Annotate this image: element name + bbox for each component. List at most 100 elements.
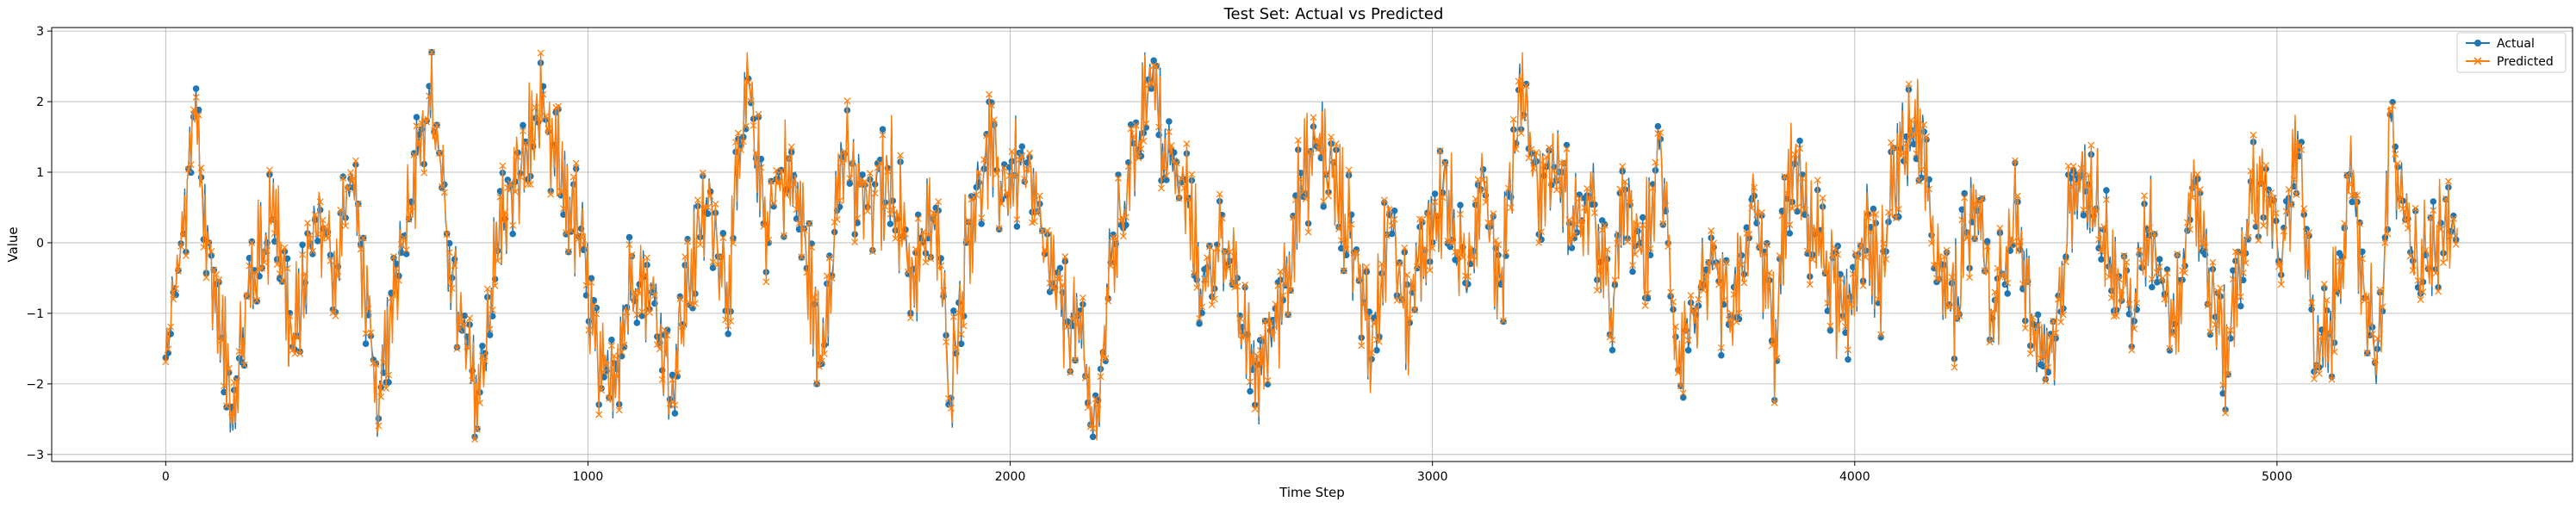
actual-point — [1640, 214, 1646, 221]
actual-point — [2044, 369, 2052, 376]
actual-point — [2004, 290, 2011, 297]
actual-point — [2080, 212, 2088, 219]
actual-point — [793, 215, 800, 222]
actual-point — [1148, 85, 1155, 92]
actual-point — [1431, 190, 1439, 197]
actual-point — [2166, 347, 2174, 354]
actual-point — [2237, 302, 2244, 310]
actual-point — [2149, 283, 2156, 291]
actual-point — [1373, 347, 1380, 354]
actual-point — [1563, 141, 1571, 149]
actual-point — [1338, 245, 1345, 252]
actual-point — [671, 410, 679, 417]
actual-point — [339, 173, 347, 180]
actual-point — [2103, 187, 2110, 194]
actual-point — [709, 264, 717, 271]
actual-point — [2098, 256, 2105, 263]
series-layer — [162, 48, 2460, 443]
actual-point — [937, 255, 944, 262]
actual-point — [167, 331, 174, 338]
actual-point — [1264, 381, 1272, 388]
actual-point — [192, 85, 200, 92]
actual-point — [1629, 268, 1636, 276]
actual-point — [770, 202, 777, 210]
actual-point — [2430, 198, 2437, 205]
actual-point — [413, 114, 420, 121]
actual-point — [669, 371, 676, 379]
actual-point — [1018, 143, 1026, 150]
actual-point — [1845, 356, 1851, 363]
actual-point — [1601, 220, 1608, 228]
actual-point — [1654, 122, 1662, 130]
actual-point — [1764, 239, 1770, 247]
actual-point — [1110, 231, 1117, 239]
y-tick-label: 3 — [36, 25, 44, 39]
actual-point — [1743, 224, 1751, 232]
actual-point — [1150, 57, 1157, 65]
actual-point — [826, 252, 833, 259]
actual-point — [1870, 205, 1877, 213]
actual-point — [1794, 208, 1801, 215]
actual-point — [1046, 288, 1054, 295]
actual-point — [684, 235, 691, 243]
actual-point — [1958, 206, 1966, 214]
actual-point — [1522, 80, 1530, 88]
actual-point — [1166, 118, 1173, 125]
actual-point — [600, 374, 607, 381]
series-predicted-markers — [162, 48, 2460, 443]
actual-point — [676, 293, 684, 300]
legend: Actual Predicted — [2456, 32, 2567, 73]
actual-point — [520, 121, 526, 129]
actual-point — [2392, 143, 2399, 151]
actual-point — [1910, 140, 1918, 148]
actual-point — [2230, 267, 2237, 274]
actual-point — [978, 220, 985, 227]
actual-point — [1659, 221, 1667, 228]
ticks: 0 1000 2000 3000 4000 5000 −3 −2 −1 0 1 2 3 — [26, 25, 2292, 484]
actual-point — [401, 232, 408, 239]
actual-point — [1608, 346, 1616, 354]
actual-point — [887, 220, 894, 227]
actual-point — [957, 340, 965, 348]
actual-point — [223, 404, 230, 411]
actual-point — [1684, 347, 1692, 354]
actual-point — [509, 230, 516, 238]
actual-point — [1961, 189, 1968, 197]
actual-point — [1702, 266, 1710, 273]
actual-point — [1983, 238, 1991, 245]
actual-point — [1867, 224, 1875, 231]
plot-frame — [51, 27, 2573, 462]
actual-point — [1644, 294, 1652, 302]
series-predicted-line — [165, 52, 2458, 441]
actual-point — [846, 180, 854, 187]
y-tick-label: 2 — [36, 96, 44, 109]
actual-point — [1842, 329, 1849, 337]
legend-actual-marker — [2474, 40, 2481, 46]
actual-point — [2219, 390, 2226, 397]
x-tick-label: 0 — [162, 470, 170, 484]
actual-point — [2349, 198, 2355, 206]
actual-point — [1213, 241, 1221, 249]
actual-point — [2298, 139, 2305, 146]
actual-point — [486, 331, 494, 338]
actual-point — [1457, 201, 1464, 208]
actual-point — [1056, 264, 1064, 272]
actual-point — [719, 230, 727, 237]
x-axis-label: Time Step — [1279, 485, 1345, 500]
actual-point — [620, 344, 628, 350]
actual-point — [461, 312, 469, 319]
actual-point — [2156, 256, 2163, 263]
actual-point — [2206, 331, 2214, 338]
gridlines — [52, 28, 2573, 462]
y-axis-label: Value — [5, 226, 21, 262]
actual-point — [1718, 351, 1725, 359]
actual-point — [479, 343, 486, 350]
actual-point — [1196, 320, 1203, 327]
actual-point — [1680, 393, 1687, 401]
actual-point — [651, 300, 658, 307]
actual-point — [588, 275, 595, 282]
actual-point — [1115, 171, 1122, 178]
actual-point — [522, 138, 529, 146]
actual-point — [1013, 223, 1021, 230]
